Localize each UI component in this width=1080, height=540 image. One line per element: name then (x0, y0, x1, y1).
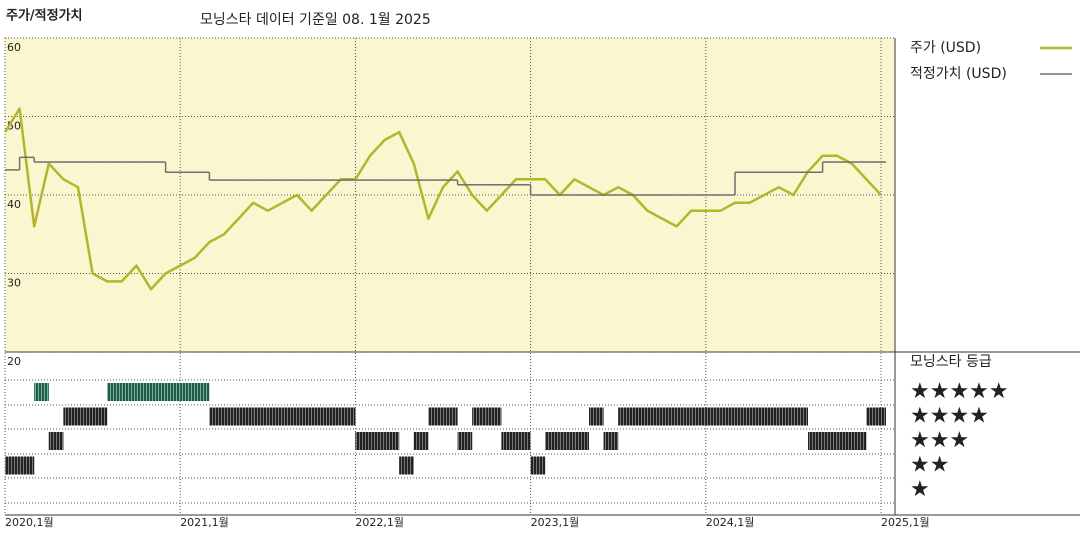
rating-bar (136, 383, 151, 401)
chart-subtitle: 모닝스타 데이터 기준일 08. 1월 2025 (200, 12, 431, 28)
rating-bar (632, 407, 648, 426)
x-tick-label: 2020,1월 (5, 516, 54, 529)
x-tick-label: 2022,1월 (355, 516, 404, 529)
rating-label: ★ (910, 477, 930, 502)
rating-bar (603, 432, 619, 450)
rating-bar (808, 432, 823, 450)
rating-bar (851, 432, 867, 450)
rating-bar (253, 407, 268, 426)
rating-bar (837, 432, 852, 450)
rating-label: ★★★★★ (910, 379, 1009, 404)
rating-bar (589, 407, 604, 426)
y-tick-label: 30 (7, 277, 21, 290)
rating-bar (209, 407, 224, 426)
rating-bar (151, 383, 166, 401)
rating-bar (822, 432, 838, 450)
rating-bar (267, 407, 283, 426)
x-tick-label: 2023,1월 (531, 516, 580, 529)
rating-bar (413, 432, 429, 450)
y-tick-label: 60 (7, 41, 21, 54)
price-line (3, 107, 882, 291)
rating-bar (618, 407, 633, 426)
x-tick-label: 2025,1월 (881, 516, 930, 529)
rating-bar (340, 407, 356, 426)
x-tick-label: 2021,1월 (180, 516, 229, 529)
rating-bar (720, 407, 735, 426)
rating-bar (48, 432, 64, 450)
rating-bar (705, 407, 721, 426)
rating-bar (5, 456, 20, 475)
rating-bar (224, 407, 239, 426)
rating-bar (282, 407, 297, 426)
rating-bar (19, 456, 35, 475)
rating-label: ★★★★ (910, 404, 989, 429)
rating-bar (574, 432, 589, 450)
rating-bar (881, 407, 886, 426)
rating-bar (764, 407, 779, 426)
rating-bar (749, 407, 765, 426)
rating-bar (428, 407, 443, 426)
rating-bar (370, 432, 385, 450)
rating-bar (443, 407, 458, 426)
rating-bar (34, 383, 49, 401)
rating-bar (92, 407, 108, 426)
rating-bar (194, 383, 210, 401)
legend-label: 주가 (USD) (910, 40, 981, 56)
rating-bar (545, 432, 560, 450)
rating-bar (472, 407, 487, 426)
rating-bar (326, 407, 341, 426)
rating-bar (355, 432, 370, 450)
rating-bar (180, 383, 195, 401)
rating-bar (297, 407, 312, 426)
rating-bar (486, 407, 502, 426)
rating-bar (238, 407, 254, 426)
rating-title: 모닝스타 등급 (910, 354, 992, 370)
y-tick-label: 20 (7, 355, 21, 368)
rating-bar (399, 456, 414, 475)
rating-bar (501, 432, 516, 450)
rating-bar (311, 407, 327, 426)
rating-bar (516, 432, 531, 450)
rating-label: ★★ (910, 453, 949, 478)
chart-title: 주가/적정가치 (6, 8, 83, 24)
y-tick-label: 40 (7, 198, 21, 211)
rating-rows (5, 379, 895, 504)
rating-bar (165, 383, 181, 401)
rating-bar (662, 407, 677, 426)
rating-bar (735, 407, 750, 426)
rating-bar (559, 432, 575, 450)
rating-label: ★★★ (910, 428, 969, 453)
rating-bar (778, 407, 794, 426)
rating-bar (530, 456, 546, 475)
rating-bar (676, 407, 692, 426)
rating-bar (866, 407, 881, 426)
legend-label: 적정가치 (USD) (910, 66, 1007, 82)
rating-bar (793, 407, 808, 426)
rating-bar (457, 432, 473, 450)
rating-bar (647, 407, 662, 426)
rating-bar (691, 407, 706, 426)
rating-bar (107, 383, 122, 401)
rating-bar (63, 407, 78, 426)
rating-bar (384, 432, 400, 450)
rating-bar (121, 383, 137, 401)
x-tick-label: 2024,1월 (706, 516, 755, 529)
rating-bar (78, 407, 93, 426)
